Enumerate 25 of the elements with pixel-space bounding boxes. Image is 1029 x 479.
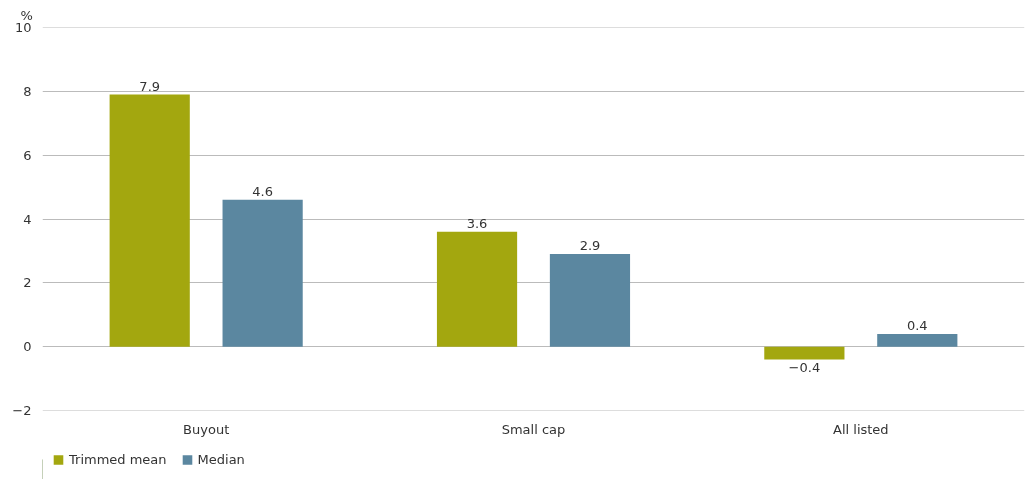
bar: [764, 346, 845, 360]
data-label: 0.4: [906, 317, 928, 333]
bar: [436, 231, 518, 347]
y-tick-label: 4: [23, 211, 32, 227]
legend-label: Median: [197, 451, 245, 467]
bar: [222, 199, 303, 347]
bar: [109, 94, 190, 347]
y-axis-title: %: [20, 7, 33, 23]
y-tick-label: 2: [23, 275, 32, 291]
x-tick-label: Small cap: [501, 421, 566, 437]
data-label: 7.9: [139, 78, 161, 94]
y-tick-label: −2: [12, 403, 32, 418]
x-tick-label: Buyout: [183, 421, 230, 437]
data-label: −0.4: [788, 360, 821, 376]
data-label: 2.9: [579, 238, 601, 254]
y-tick-label: 6: [23, 147, 32, 163]
y-tick-label: 0: [23, 339, 32, 355]
bar: [877, 333, 958, 347]
bar: [549, 254, 631, 347]
data-label: 3.6: [466, 215, 488, 231]
legend-label: Trimmed mean: [69, 451, 167, 467]
data-label: 4.6: [252, 183, 273, 199]
y-tick-label: 10: [14, 20, 32, 35]
x-tick-label: All listed: [833, 421, 889, 437]
y-tick-label: 8: [23, 83, 32, 99]
